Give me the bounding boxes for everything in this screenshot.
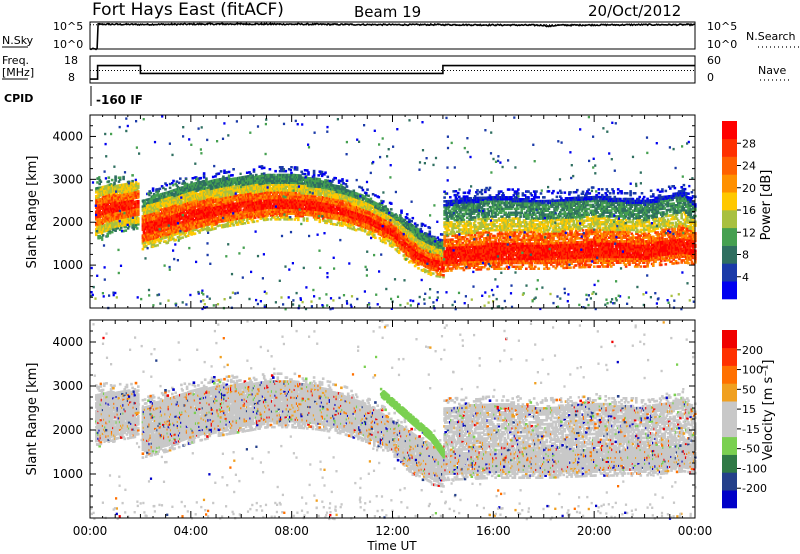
- velocity-swatch-0: [722, 490, 737, 508]
- xtick-label-6: 00:00: [678, 524, 713, 538]
- velocity-ytick-4000: 4000: [52, 335, 83, 349]
- station-title: Fort Hays East (fitACF): [92, 0, 284, 20]
- nave-tick-60: 60: [707, 54, 721, 67]
- cpid-label: CPID: [4, 92, 33, 105]
- frequency-series: [90, 66, 695, 80]
- noise-series: [90, 23, 695, 49]
- freq-frame: [90, 56, 695, 83]
- power-swatch-6: [722, 174, 737, 192]
- xtick-label-1: 04:00: [174, 524, 209, 538]
- freq-label-2: [MHz]: [2, 66, 34, 79]
- power-colorbar-label: Power [dB]: [759, 170, 774, 241]
- xtick-label-5: 20:00: [577, 524, 612, 538]
- velocity-swatch-7: [722, 366, 737, 384]
- velocity-cbar-tick-6: -100: [742, 462, 767, 475]
- power-cbar-tick-4: 20: [742, 182, 756, 195]
- power-cbar-tick-3: 16: [742, 204, 756, 217]
- power-ytick-3000: 3000: [52, 172, 83, 186]
- velocity-cbar-tick-3: 15: [742, 403, 756, 416]
- velocity-colorbar: 200 100 50 15 -15 -50 -100 -200 Velocity [m s⁻¹…: [722, 330, 776, 508]
- nave-tick-0: 0: [707, 71, 714, 84]
- cpid-value: -160 IF: [96, 93, 143, 107]
- velocity-cbar-tick-2: 50: [742, 383, 756, 396]
- power-cbar-tick-1: 8: [742, 249, 749, 262]
- velocity-cbar-tick-7: -200: [742, 482, 767, 495]
- velocity-cbar-tick-0: 200: [742, 344, 763, 357]
- noise-tick-top-right: 10^5: [707, 20, 737, 33]
- velocity-ytick-3000: 3000: [52, 379, 83, 393]
- velocity-cbar-tick-4: -15: [742, 423, 760, 436]
- power-swatch-7: [722, 157, 737, 175]
- velocity-data: [90, 320, 696, 520]
- power-ytick-2000: 2000: [52, 215, 83, 229]
- power-cbar-tick-0: 4: [742, 271, 749, 284]
- xtick-label-0: 00:00: [73, 524, 108, 538]
- date-title: 20/Oct/2012: [588, 2, 681, 20]
- power-colorbar: 4 8 12 16 20 24 28 Power [dB]: [722, 121, 774, 299]
- velocity-panel: 1000 2000 3000 4000 00:00 04:00 08:00 12:00 16:…: [25, 320, 712, 553]
- velocity-swatch-2: [722, 455, 737, 473]
- noise-tick-top-left: 10^5: [53, 20, 83, 33]
- velocity-swatch-4: [722, 419, 737, 437]
- power-panel: 1000 2000 3000 4000 Slant Range [km]: [25, 115, 697, 310]
- velocity-cbar-tick-5: -50: [742, 443, 760, 456]
- velocity-swatch-8: [722, 348, 737, 366]
- beam-title: Beam 19: [354, 3, 421, 21]
- power-swatch-3: [722, 228, 737, 246]
- velocity-swatch-1: [722, 472, 737, 490]
- power-swatch-2: [722, 246, 737, 264]
- power-swatch-1: [722, 263, 737, 281]
- velocity-swatch-9: [722, 330, 737, 348]
- noise-tick-bottom-left: 10^0: [53, 38, 83, 51]
- power-swatch-8: [722, 139, 737, 157]
- power-swatch-0: [722, 281, 737, 299]
- frequency-strip: Freq. [MHz] 18 8 60 0 Nave: [2, 54, 792, 84]
- velocity-swatch-5: [722, 401, 737, 419]
- velocity-ytick-1000: 1000: [52, 467, 83, 481]
- velocity-ytick-2000: 2000: [52, 423, 83, 437]
- power-ylabel: Slant Range [km]: [25, 156, 40, 269]
- velocity-swatch-3: [722, 437, 737, 455]
- noise-tick-bottom-right: 10^0: [707, 38, 737, 51]
- noise-series-nsky: [90, 23, 695, 49]
- velocity-cbar-tick-1: 100: [742, 364, 763, 377]
- velocity-ylabel: Slant Range [km]: [25, 363, 40, 476]
- noise-frame: [90, 22, 695, 49]
- power-ytick-4000: 4000: [52, 129, 83, 143]
- nsky-label: N.Sky: [2, 34, 34, 47]
- freq-series-freq: [90, 66, 695, 80]
- velocity-colorbar-label: Velocity [m s⁻¹]: [761, 360, 776, 461]
- power-swatch-4: [722, 210, 737, 228]
- power-ytick-1000: 1000: [52, 258, 83, 272]
- freq-tick-8: 8: [68, 71, 75, 84]
- nave-label: Nave: [758, 64, 786, 77]
- noise-strip: N.Sky 10^5 10^0 10^5 10^0 N.Search: [2, 20, 800, 51]
- power-swatch-9: [722, 121, 737, 139]
- power-cbar-tick-5: 24: [742, 160, 756, 173]
- xtick-label-2: 08:00: [274, 524, 309, 538]
- power-data: [90, 115, 696, 310]
- power-swatch-5: [722, 192, 737, 210]
- xtick-label-3: 12:00: [375, 524, 410, 538]
- velocity-xlabel: Time UT: [366, 539, 417, 553]
- power-cbar-tick-6: 28: [742, 137, 756, 150]
- velocity-swatch-6: [722, 383, 737, 401]
- nsearch-label: N.Search: [746, 30, 796, 43]
- power-cbar-tick-2: 12: [742, 226, 756, 239]
- freq-tick-18: 18: [64, 54, 78, 67]
- xtick-label-4: 16:00: [476, 524, 511, 538]
